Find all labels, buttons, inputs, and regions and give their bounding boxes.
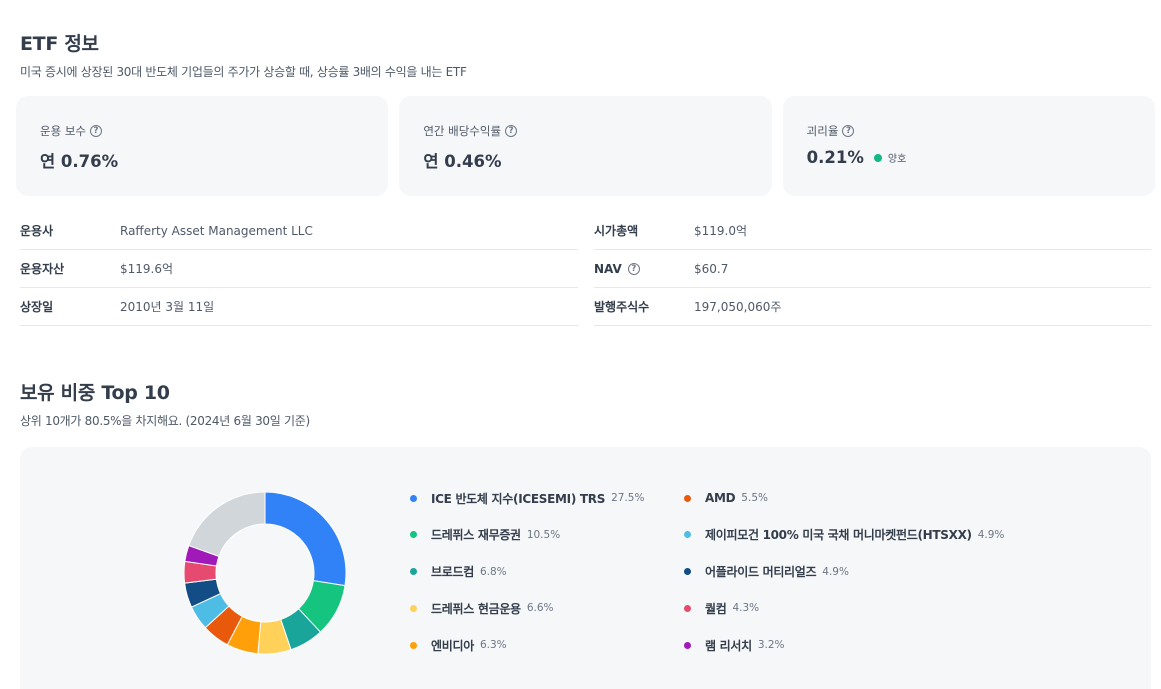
legend-pct: 27.5% <box>611 492 645 504</box>
holdings-title: 보유 비중 Top 10 <box>20 382 170 404</box>
legend-name: 제이피모건 100% 미국 국채 머니마켓펀드(HTSXX) <box>705 528 972 543</box>
disparity-value: 0.21% <box>806 148 864 167</box>
disparity-label: 괴리율 <box>806 124 839 138</box>
legend-name: 드레퓌스 현금운용 <box>431 601 521 616</box>
etf-metric-cards: 운용 보수 ? 연 0.76% 연간 배당수익률 ? 연 0.46% 괴리율 ?… <box>16 96 1155 196</box>
status-badge: 양호 <box>873 150 907 165</box>
legend-item: 드레퓌스 재무증권 10.5% <box>410 525 560 545</box>
info-row: 상장일 2010년 3월 11일 <box>20 288 578 326</box>
info-key: 운용사 <box>20 224 54 238</box>
status-dot-icon <box>873 153 882 162</box>
donut-slice-others <box>188 492 266 558</box>
legend-pct: 10.5% <box>526 528 561 541</box>
donut-slice-1 <box>264 492 346 587</box>
legend-name: 퀄컴 <box>705 601 727 616</box>
legend-item: AMD 5.5% <box>684 488 768 508</box>
info-table-right: 시가총액 $119.0억 NAV ? $60.7 발행주식수 197,050,0… <box>594 212 1151 326</box>
legend-name: 드레퓌스 재무증권 <box>431 528 521 543</box>
help-icon[interactable]: ? <box>842 125 855 137</box>
info-value: $119.6억 <box>120 262 174 276</box>
legend-item: 드레퓌스 현금운용 6.6% <box>410 598 554 618</box>
legend-name: 브로드컴 <box>431 565 474 580</box>
legend-name: AMD <box>705 491 736 505</box>
legend-dot-icon <box>684 568 691 576</box>
legend-dot-icon <box>410 568 417 576</box>
legend-dot-icon <box>410 641 417 649</box>
dividend-label: 연간 배당수익률 <box>423 124 502 138</box>
info-value: 2010년 3월 11일 <box>120 300 215 314</box>
nav-label: NAV <box>594 261 622 276</box>
legend-pct: 5.5% <box>741 492 768 504</box>
legend-dot-icon <box>410 604 417 612</box>
legend-item: 제이피모건 100% 미국 국채 머니마켓펀드(HTSXX) 4.9% <box>684 525 1004 545</box>
info-row: 발행주식수 197,050,060주 <box>594 288 1151 326</box>
dividend-card: 연간 배당수익률 ? 연 0.46% <box>399 96 772 196</box>
etf-info-subtitle: 미국 증시에 상장된 30대 반도체 기업들의 주가가 상승할 때, 상승률 3… <box>20 65 467 79</box>
info-row: NAV ? $60.7 <box>594 250 1151 288</box>
status-text: 양호 <box>887 154 907 165</box>
legend-name: 어플라이드 머티리얼즈 <box>705 565 817 580</box>
holdings-donut-chart <box>184 492 346 654</box>
legend-pct: 6.6% <box>526 602 554 615</box>
help-icon[interactable]: ? <box>89 125 102 137</box>
legend-name: ICE 반도체 지수(ICESEMI) TRS <box>431 491 606 506</box>
fee-label: 운용 보수 <box>40 124 86 138</box>
info-value: Rafferty Asset Management LLC <box>120 223 313 238</box>
legend-pct: 4.3% <box>732 602 760 615</box>
info-key: 운용자산 <box>20 262 65 276</box>
disparity-card: 괴리율 ? 0.21% 양호 <box>782 96 1155 196</box>
info-key: 상장일 <box>20 300 54 314</box>
legend-pct: 6.3% <box>479 639 507 652</box>
fee-card: 운용 보수 ? 연 0.76% <box>16 96 389 196</box>
info-key: 발행주식수 <box>594 300 650 314</box>
legend-name: 램 리서치 <box>705 638 752 653</box>
legend-pct: 4.9% <box>822 565 849 578</box>
legend-item: 엔비디아 6.3% <box>410 635 507 655</box>
legend-item: 램 리서치 3.2% <box>684 635 785 655</box>
info-table-left: 운용사 Rafferty Asset Management LLC 운용자산 $… <box>20 212 578 326</box>
info-row: 운용자산 $119.6억 <box>20 250 578 288</box>
fee-value: 연 0.76% <box>40 152 119 171</box>
info-value: $119.0억 <box>694 224 748 238</box>
help-icon[interactable]: ? <box>505 125 518 137</box>
legend-dot-icon <box>410 494 417 502</box>
legend-dot-icon <box>684 604 691 612</box>
holdings-subtitle: 상위 10개가 80.5%을 차지해요. (2024년 6월 30일 기준) <box>20 414 310 428</box>
legend-item: 퀄컴 4.3% <box>684 598 759 618</box>
info-key: 시가총액 <box>594 224 639 238</box>
help-icon[interactable]: ? <box>627 262 640 275</box>
info-value: $60.7 <box>694 261 729 276</box>
legend-dot-icon <box>684 641 691 649</box>
legend-pct: 4.9% <box>977 528 1005 541</box>
info-key: NAV ? <box>594 262 694 276</box>
legend-dot-icon <box>410 531 417 539</box>
legend-name: 엔비디아 <box>431 638 474 653</box>
legend-item: 브로드컴 6.8% <box>410 562 507 582</box>
dividend-value: 연 0.46% <box>423 152 502 171</box>
legend-pct: 6.8% <box>479 565 507 578</box>
legend-item: 어플라이드 머티리얼즈 4.9% <box>684 562 849 582</box>
etf-info-title: ETF 정보 <box>20 33 99 55</box>
legend-pct: 3.2% <box>757 639 785 652</box>
info-row: 시가총액 $119.0억 <box>594 212 1151 250</box>
holdings-panel: ICE 반도체 지수(ICESEMI) TRS 27.5% 드레퓌스 재무증권 10.… <box>20 447 1151 689</box>
info-value: 197,050,060주 <box>694 300 782 314</box>
info-row: 운용사 Rafferty Asset Management LLC <box>20 212 578 250</box>
legend-dot-icon <box>684 531 691 539</box>
legend-item: ICE 반도체 지수(ICESEMI) TRS 27.5% <box>410 488 644 508</box>
legend-dot-icon <box>684 494 691 502</box>
